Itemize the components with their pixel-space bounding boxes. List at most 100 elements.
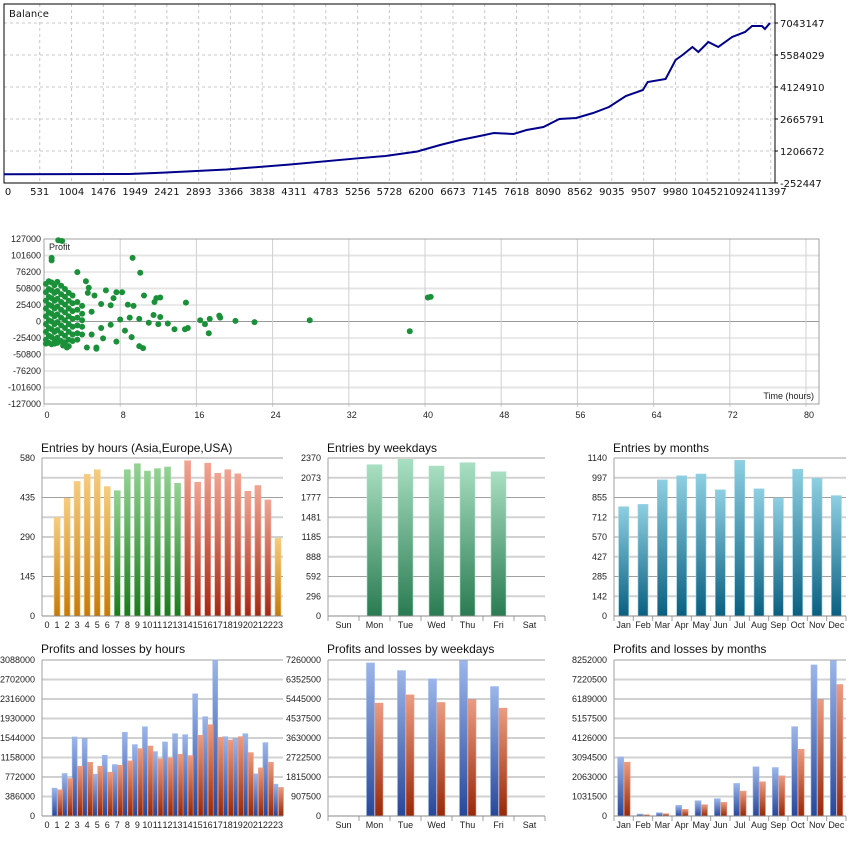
balance-frame: [3, 3, 776, 184]
losses-bar: [701, 804, 708, 817]
scatter-point: [206, 315, 213, 322]
scatter-point: [136, 315, 143, 322]
losses-bar: [759, 781, 766, 817]
scatter-point: [117, 316, 124, 323]
entries-bar: [93, 469, 101, 617]
x-tick-label: 23: [273, 820, 283, 830]
scatter-point: [69, 337, 76, 344]
x-tick-label: Dec: [828, 820, 845, 830]
balance-y-tick-label: -252447: [780, 179, 822, 190]
entries-bar: [428, 465, 445, 617]
x-tick-label: 21: [253, 820, 263, 830]
entries-bar: [63, 498, 71, 617]
y-tick-label: 1031500: [572, 792, 607, 802]
entries-by-weekdays-chart: Entries by weekdays 0 296 592 888 1185 1481 177…: [301, 441, 546, 630]
x-tick-label: 22: [263, 820, 273, 830]
scatter-point: [427, 293, 434, 300]
balance-x-tick-label: 9980: [663, 187, 688, 198]
entries-bar: [114, 490, 121, 617]
entries-bar: [274, 538, 282, 617]
profits-bar: [791, 726, 798, 817]
x-tick-label: 11: [153, 620, 162, 630]
scatter-point: [113, 289, 120, 296]
x-tick-label: Feb: [635, 620, 651, 630]
losses-bar: [498, 707, 508, 817]
x-tick-label: Mar: [655, 820, 671, 830]
x-tick-label: Thu: [460, 820, 476, 830]
x-tick-label: Sun: [335, 620, 351, 630]
losses-bar: [623, 761, 631, 817]
entries-bar: [366, 464, 383, 617]
profits-bar: [428, 678, 437, 817]
scatter-point: [61, 293, 68, 300]
scatter-point: [150, 312, 157, 319]
scatter-y-tick-label: -76200: [13, 366, 41, 376]
y-tick-label: 580: [20, 453, 35, 463]
losses-bar: [258, 767, 264, 817]
losses-bar: [67, 778, 73, 817]
scatter-point: [164, 320, 171, 327]
scatter-point: [107, 302, 114, 309]
x-tick-label: 4: [85, 620, 90, 630]
balance-x-tick-label: 7145: [472, 187, 497, 198]
y-tick-label: 6189000: [572, 694, 607, 704]
y-tick-label: 1777: [301, 493, 321, 503]
x-tick-label: 0: [45, 620, 50, 630]
y-tick-label: 3094500: [572, 753, 607, 763]
x-tick-label: 11: [153, 820, 162, 830]
scatter-point: [61, 301, 68, 308]
x-tick-label: 19: [233, 820, 243, 830]
y-tick-label: 4537500: [286, 714, 321, 724]
scatter-point: [157, 313, 164, 320]
scatter-point: [74, 330, 81, 337]
entries-by-months-chart: Entries by months 0 142 285 427 570 712 855 997 1…: [588, 441, 847, 630]
scatter-point: [217, 314, 224, 321]
x-tick-label: Jun: [713, 820, 728, 830]
entries-bar: [234, 473, 242, 617]
balance-x-tick-label: 10924: [723, 187, 755, 198]
scatter-point: [69, 300, 76, 307]
scatter-point: [79, 323, 86, 330]
chart-title: Entries by months: [613, 441, 709, 455]
y-tick-label: 1481: [301, 512, 321, 522]
scatter-point: [61, 317, 68, 324]
entries-bar: [695, 473, 707, 617]
x-tick-label: Wed: [427, 620, 445, 630]
x-tick-label: Oct: [791, 820, 806, 830]
y-tick-label: 1185: [302, 532, 321, 542]
balance-x-tick-label: 5256: [345, 187, 370, 198]
x-tick-label: 9: [135, 820, 140, 830]
scatter-point: [69, 323, 76, 330]
x-tick-label: Thu: [460, 620, 476, 630]
scatter-y-tick-label: 127000: [11, 234, 41, 244]
y-tick-label: 1544000: [0, 733, 35, 743]
x-tick-label: Apr: [675, 820, 689, 830]
x-tick-label: 17: [213, 620, 223, 630]
y-tick-label: 2370: [301, 453, 321, 463]
scatter-frame: [43, 238, 820, 405]
balance-chart-title: Balance: [9, 9, 49, 20]
x-tick-label: 1: [55, 620, 60, 630]
losses-bar: [127, 760, 134, 817]
y-tick-label: 0: [316, 611, 321, 621]
y-tick-label: 3088000: [0, 655, 35, 665]
balance-x-tick-label: 11397: [755, 187, 787, 198]
x-tick-label: 10: [142, 620, 152, 630]
scatter-point: [113, 338, 120, 345]
scatter-point: [84, 289, 91, 296]
x-tick-label: 0: [45, 820, 50, 830]
entries-bar: [164, 466, 171, 617]
x-tick-label: Oct: [791, 620, 806, 630]
balance-x-tick-label: 3838: [249, 187, 274, 198]
x-tick-label: Mar: [655, 620, 671, 630]
losses-bar: [197, 735, 204, 817]
x-tick-label: 21: [253, 620, 263, 630]
scatter-point: [119, 289, 126, 296]
scatter-point: [48, 257, 55, 264]
scatter-point: [69, 292, 76, 299]
y-tick-label: 772000: [5, 772, 35, 782]
y-tick-label: 1930000: [0, 714, 35, 724]
x-tick-label: 3: [75, 620, 80, 630]
y-tick-label: 888: [306, 552, 321, 562]
entries-bar: [154, 468, 161, 617]
